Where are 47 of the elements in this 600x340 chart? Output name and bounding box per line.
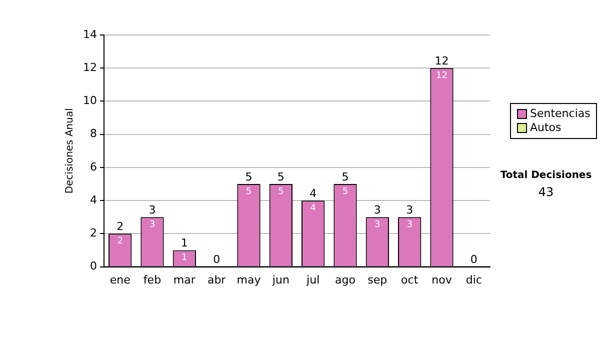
total-label: 12 [434, 54, 449, 68]
x-tick-label: jun [271, 273, 290, 286]
data-label: 3 [149, 220, 156, 230]
x-tick-label: abr [207, 273, 226, 286]
x-tick-label: ago [335, 273, 356, 286]
x-tick-label: mar [173, 273, 196, 286]
y-axis-title: Decisiones Anual [64, 108, 76, 194]
y-tick-label: 12 [82, 60, 97, 74]
data-label: 12 [436, 70, 448, 81]
total-label: 3 [374, 203, 381, 216]
y-tick-label: 14 [82, 28, 97, 41]
total-label: 4 [310, 186, 317, 200]
data-label: 4 [310, 203, 316, 214]
data-label: 5 [246, 186, 252, 197]
total-label: 0 [470, 253, 478, 266]
legend-label: Autos [530, 121, 562, 135]
text: Total Decisiones [499, 170, 593, 181]
y-tick-label: 8 [90, 127, 97, 140]
total-label: 5 [245, 170, 252, 184]
x-tick-label: oct [401, 273, 419, 286]
x-tick-label: jul [306, 273, 320, 286]
total-label: 3 [406, 203, 414, 216]
x-tick-label: dic [466, 273, 482, 286]
total-label: 5 [342, 170, 349, 184]
y-tick-label: 4 [90, 193, 97, 206]
x-tick-label: sep [368, 273, 388, 286]
data-label: 3 [374, 220, 380, 230]
y-tick-label: 0 [90, 260, 97, 273]
total-label: 3 [148, 203, 156, 216]
total-label: 1 [180, 236, 188, 250]
text: 43 [537, 185, 555, 199]
data-label: 5 [342, 186, 348, 197]
x-tick-label: ene [110, 273, 131, 286]
x-tick-label: feb [143, 273, 162, 286]
total-label: 0 [213, 253, 220, 266]
data-label: 2 [117, 236, 123, 247]
data-label: 1 [182, 253, 188, 264]
x-tick-label: may [236, 273, 262, 286]
y-tick-label: 6 [90, 160, 97, 174]
total-label: 2 [116, 220, 124, 234]
data-label: 5 [278, 186, 284, 197]
y-tick-label: 10 [82, 94, 97, 108]
total-label: 5 [277, 170, 284, 184]
y-tick-label: 2 [90, 226, 97, 240]
legend-label: Sentencias [530, 107, 590, 121]
data-label: 3 [406, 220, 412, 230]
x-tick-label: nov [432, 273, 452, 286]
